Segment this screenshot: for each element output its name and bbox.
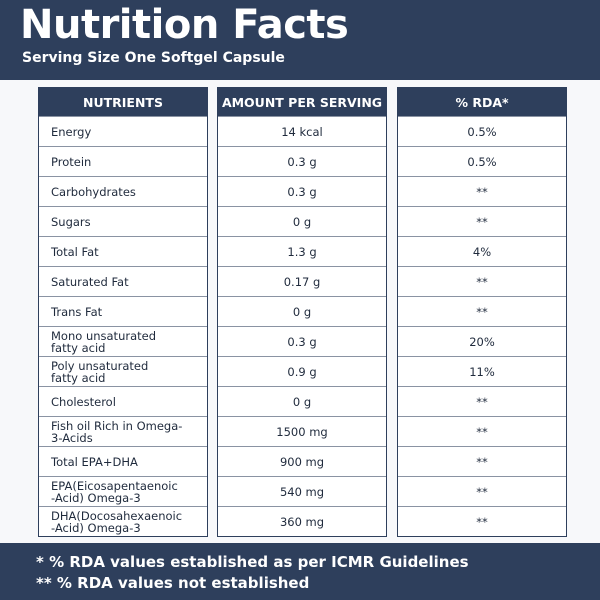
table-cell: 11% <box>398 356 566 386</box>
footer-band <box>0 543 600 600</box>
table-cell: ** <box>398 176 566 206</box>
table-cell: Energy <box>39 116 207 146</box>
title: Nutrition Facts <box>20 2 349 48</box>
table-cell: 1.3 g <box>218 236 386 266</box>
table-cell: Saturated Fat <box>39 266 207 296</box>
footnote: * % RDA values established as per ICMR G… <box>36 553 469 571</box>
table-cell: 20% <box>398 326 566 356</box>
column-header: NUTRIENTS <box>39 88 207 116</box>
table-cell: ** <box>398 476 566 506</box>
table-cell: 360 mg <box>218 506 386 536</box>
table-cell: Poly unsaturated fatty acid <box>39 356 207 386</box>
table-cell: 1500 mg <box>218 416 386 446</box>
table-cell: 0.3 g <box>218 326 386 356</box>
table-cell: Sugars <box>39 206 207 236</box>
table-cell: EPA(Eicosapentaenoic -Acid) Omega-3 <box>39 476 207 506</box>
column-header: % RDA* <box>398 88 566 116</box>
footnote: ** % RDA values not established <box>36 574 310 592</box>
table-cell: 900 mg <box>218 446 386 476</box>
table-cell: ** <box>398 506 566 536</box>
table-cell: Cholesterol <box>39 386 207 416</box>
table-cell: Trans Fat <box>39 296 207 326</box>
table-cell: Total Fat <box>39 236 207 266</box>
table-cell: 0.5% <box>398 116 566 146</box>
table-cell: 0 g <box>218 206 386 236</box>
table-column: NUTRIENTS Energy Protein Carbohydrates Sugar… <box>38 87 208 537</box>
table-cell: ** <box>398 296 566 326</box>
header-band <box>0 0 600 80</box>
table-cell: ** <box>398 416 566 446</box>
table-cell: 540 mg <box>218 476 386 506</box>
table-cell: Protein <box>39 146 207 176</box>
column-header: AMOUNT PER SERVING <box>218 88 386 116</box>
table-cell: 0 g <box>218 386 386 416</box>
table-column: % RDA* 0.5% 0.5% ** ** 4% ** ** 20% 11% ** ** ** ** ** <box>397 87 567 537</box>
table-cell: 0.5% <box>398 146 566 176</box>
subtitle: Serving Size One Softgel Capsule <box>22 50 285 66</box>
table-cell: DHA(Docosahexaenoic -Acid) Omega-3 <box>39 506 207 536</box>
table-cell: ** <box>398 206 566 236</box>
table-cell: 0.3 g <box>218 146 386 176</box>
table-cell: Carbohydrates <box>39 176 207 206</box>
table-cell: Mono unsaturated fatty acid <box>39 326 207 356</box>
table-cell: 14 kcal <box>218 116 386 146</box>
table-cell: 0 g <box>218 296 386 326</box>
table-cell: ** <box>398 266 566 296</box>
table-cell: 0.3 g <box>218 176 386 206</box>
table-cell: ** <box>398 386 566 416</box>
table-cell: 0.9 g <box>218 356 386 386</box>
table-cell: 0.17 g <box>218 266 386 296</box>
table-cell: Total EPA+DHA <box>39 446 207 476</box>
table-cell: ** <box>398 446 566 476</box>
table-cell: 4% <box>398 236 566 266</box>
table-cell: Fish oil Rich in Omega- 3-Acids <box>39 416 207 446</box>
